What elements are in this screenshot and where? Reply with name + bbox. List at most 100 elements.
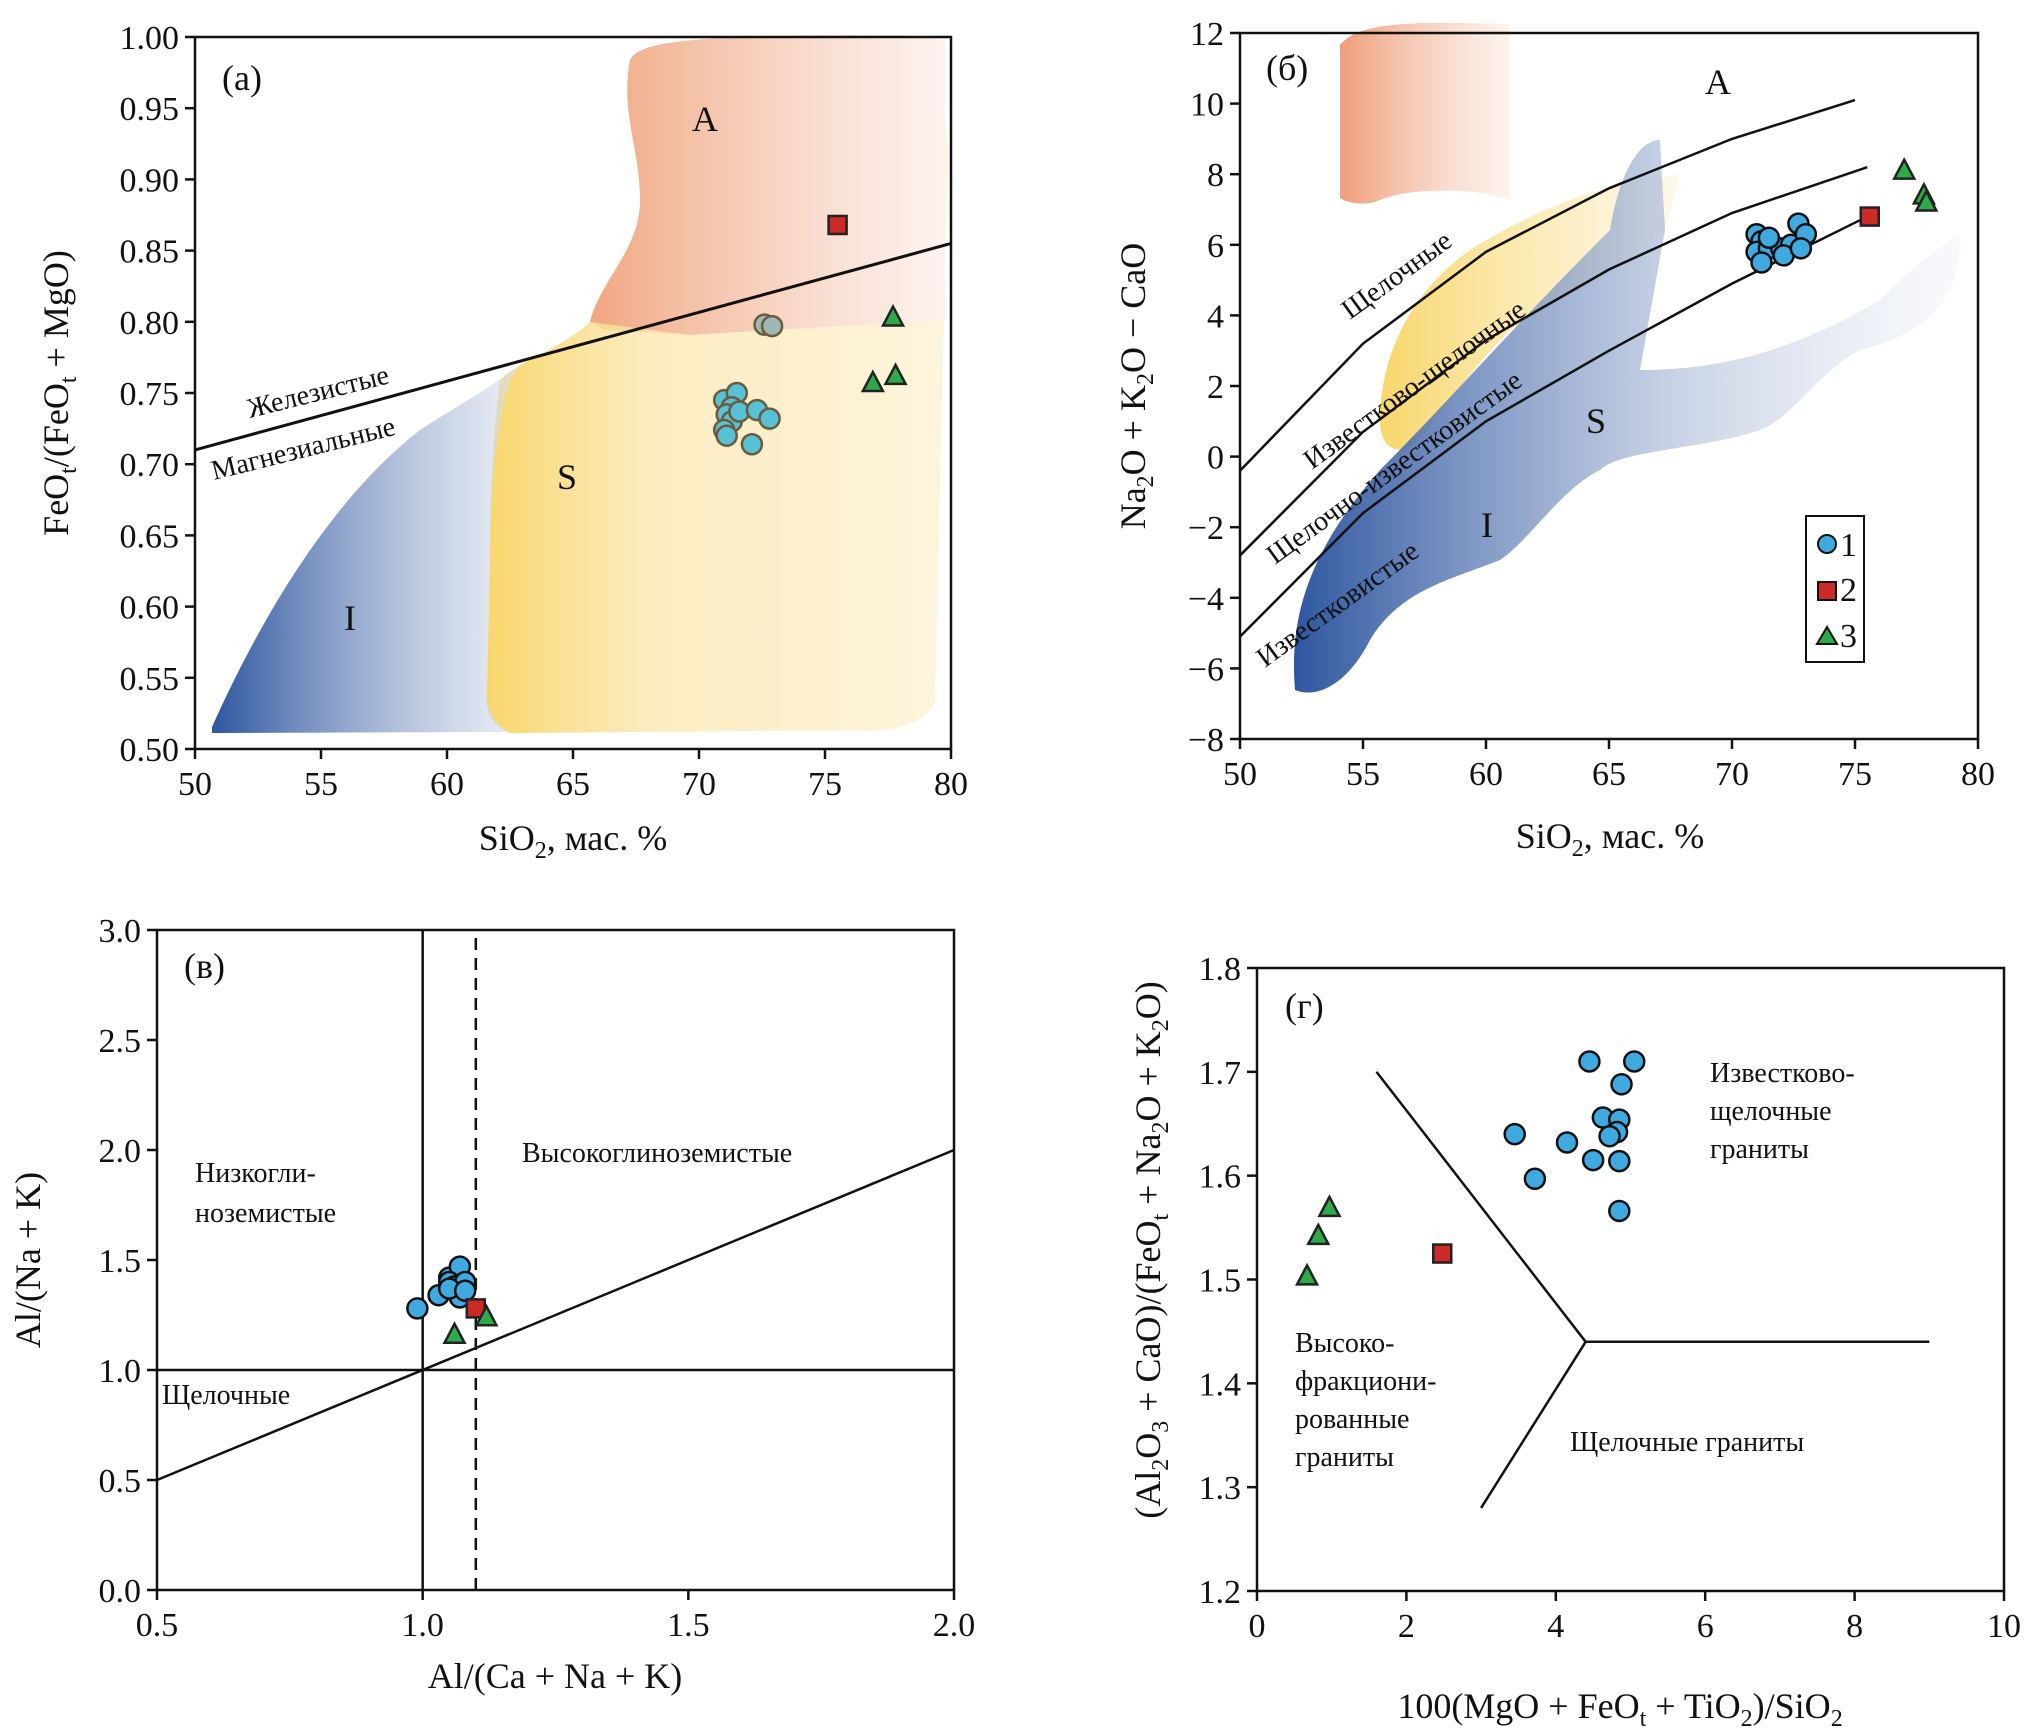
field-i <box>212 365 520 733</box>
data-point-triangle <box>860 369 885 393</box>
y-tick-label: 1.00 <box>120 20 180 57</box>
region-label-highly-fractionated-granites: фракциони- <box>1295 1366 1436 1397</box>
y-tick-label: 0.65 <box>120 518 180 555</box>
data-point-circle <box>1581 1148 1605 1172</box>
field-label-a: A <box>692 99 718 139</box>
y-tick-label: 1.6 <box>1199 1159 1242 1196</box>
granite-type-boundary <box>1375 1071 1587 1343</box>
data-point-circle <box>1598 1124 1621 1148</box>
x-tick-label: 65 <box>1592 756 1626 793</box>
field-a-alkaline <box>1340 22 1510 204</box>
panel-b-fields <box>1293 22 1960 693</box>
panel-c-label: (в) <box>184 946 225 986</box>
region-label-low-alumina-2: ноземистые <box>195 1198 336 1229</box>
data-point-triangle <box>1294 1262 1320 1286</box>
y-tick-label: −6 <box>1188 651 1224 688</box>
y-tick-label: 2.5 <box>99 1023 142 1060</box>
y-tick-label: −2 <box>1188 510 1224 547</box>
field-label-i: I <box>1481 505 1493 545</box>
field-i <box>1293 140 1960 693</box>
field-label-a: A <box>1705 62 1731 102</box>
maali-boundary-line <box>1239 98 1856 472</box>
y-tick-label: 0.75 <box>120 376 180 413</box>
x-tick-label: 55 <box>1346 756 1380 793</box>
data-point-circle <box>758 407 781 430</box>
x-tick-label: 2 <box>1398 1608 1415 1645</box>
x-tick-label: 65 <box>556 766 590 803</box>
panel-c-ylabel: Al/(Na + K) <box>8 1172 48 1348</box>
data-point-square <box>1432 1243 1453 1264</box>
data-point-circle <box>760 314 784 338</box>
data-point-triangle <box>474 1303 499 1327</box>
x-tick-label: 0 <box>1249 1608 1266 1645</box>
x-tick-label: 70 <box>1715 756 1749 793</box>
y-tick-label: 1.5 <box>99 1243 142 1280</box>
x-tick-label: 80 <box>1961 756 1995 793</box>
y-tick-label: 12 <box>1190 16 1224 53</box>
data-point-triangle <box>883 362 908 386</box>
legend-label-1: 1 <box>1840 527 1857 564</box>
data-point-triangle <box>1914 188 1939 212</box>
data-point-triangle <box>442 1321 467 1345</box>
y-tick-label: 1.7 <box>1199 1055 1242 1092</box>
panel-a: 50 55 60 65 70 75 80 0.50 0.55 0.60 0.65 0.70 0.75 0.… <box>36 20 968 864</box>
legend-marker-triangle <box>1815 625 1839 645</box>
x-tick-label: 2.0 <box>933 1607 976 1644</box>
y-tick-label: 1.8 <box>1199 951 1242 988</box>
y-tick-label: 0.55 <box>120 661 180 698</box>
x-tick-label: 70 <box>682 766 716 803</box>
legend-marker-circle <box>1817 534 1837 554</box>
x-tick-label: 1.0 <box>401 1607 444 1644</box>
field-a <box>590 35 945 335</box>
field-label-s: S <box>557 457 577 497</box>
field-label-i: I <box>344 598 356 638</box>
data-point-square <box>827 214 848 236</box>
data-point-circle <box>453 1279 477 1303</box>
y-tick-label: 0.0 <box>99 1573 142 1610</box>
panel-b-ylabel: Na2O + K2O − CaO <box>1113 243 1159 530</box>
y-tick-label: 8 <box>1207 157 1224 194</box>
data-point-circle <box>1578 1050 1601 1073</box>
data-point-circle <box>1608 1199 1631 1223</box>
region-label-calc-alkaline-granites: граниты <box>1710 1134 1809 1165</box>
y-tick-label: 1.2 <box>1199 1574 1242 1611</box>
field-label-s: S <box>1586 401 1606 441</box>
y-tick-label: 1.3 <box>1199 1470 1242 1507</box>
panel-d-ylabel: (Al2O3 + CaO)/(FeOt + Na2O + K2O) <box>1128 981 1174 1519</box>
maali-boundary-line <box>1239 165 1868 557</box>
y-tick-label: 1.0 <box>99 1353 142 1390</box>
panel-c-frame <box>155 928 956 1592</box>
x-tick-label: 55 <box>304 766 338 803</box>
data-point-circle <box>740 433 764 456</box>
x-tick-label: 80 <box>934 766 968 803</box>
x-tick-label: 75 <box>1838 756 1872 793</box>
x-tick-label: 0.5 <box>136 1607 179 1644</box>
data-point-circle <box>1503 1122 1526 1146</box>
data-point-circle <box>1523 1167 1547 1191</box>
ferroan-magnesian-boundary <box>194 242 952 452</box>
data-point-triangle <box>1892 156 1917 180</box>
panel-d-xlabel: 100(MgO + FeOt + TiO2)/SiO2 <box>1397 1686 1842 1731</box>
legend-marker-square <box>1817 581 1837 601</box>
y-tick-label: 0.90 <box>120 162 180 199</box>
data-point-circle <box>1789 237 1813 260</box>
y-tick-label: 0.5 <box>99 1463 142 1500</box>
panel-d-label: (г) <box>1285 986 1324 1026</box>
maali-boundary-line <box>1239 215 1868 638</box>
y-tick-label: 0.95 <box>120 91 180 128</box>
panel-b-xlabel: SiO2, мас. % <box>1516 816 1705 862</box>
data-point-triangle <box>1306 1222 1331 1246</box>
y-tick-label: 6 <box>1207 228 1224 265</box>
data-point-circle <box>1757 226 1781 249</box>
data-point-circle <box>1555 1131 1579 1154</box>
region-label-low-alumina-1: Низкогли- <box>195 1158 316 1189</box>
x-tick-label: 4 <box>1547 1608 1564 1645</box>
y-tick-label: 0.60 <box>120 590 180 627</box>
data-point-circle <box>1622 1050 1646 1073</box>
x-tick-label: 1.5 <box>667 1607 710 1644</box>
region-label-alkaline-granites: Щелочные граниты <box>1570 1427 1804 1458</box>
region-label-highly-fractionated-granites: рованные <box>1295 1404 1410 1435</box>
region-label-calc-alkaline-granites: щелочные <box>1710 1096 1832 1127</box>
line-label-magnesian: Магнезиальные <box>208 411 398 487</box>
